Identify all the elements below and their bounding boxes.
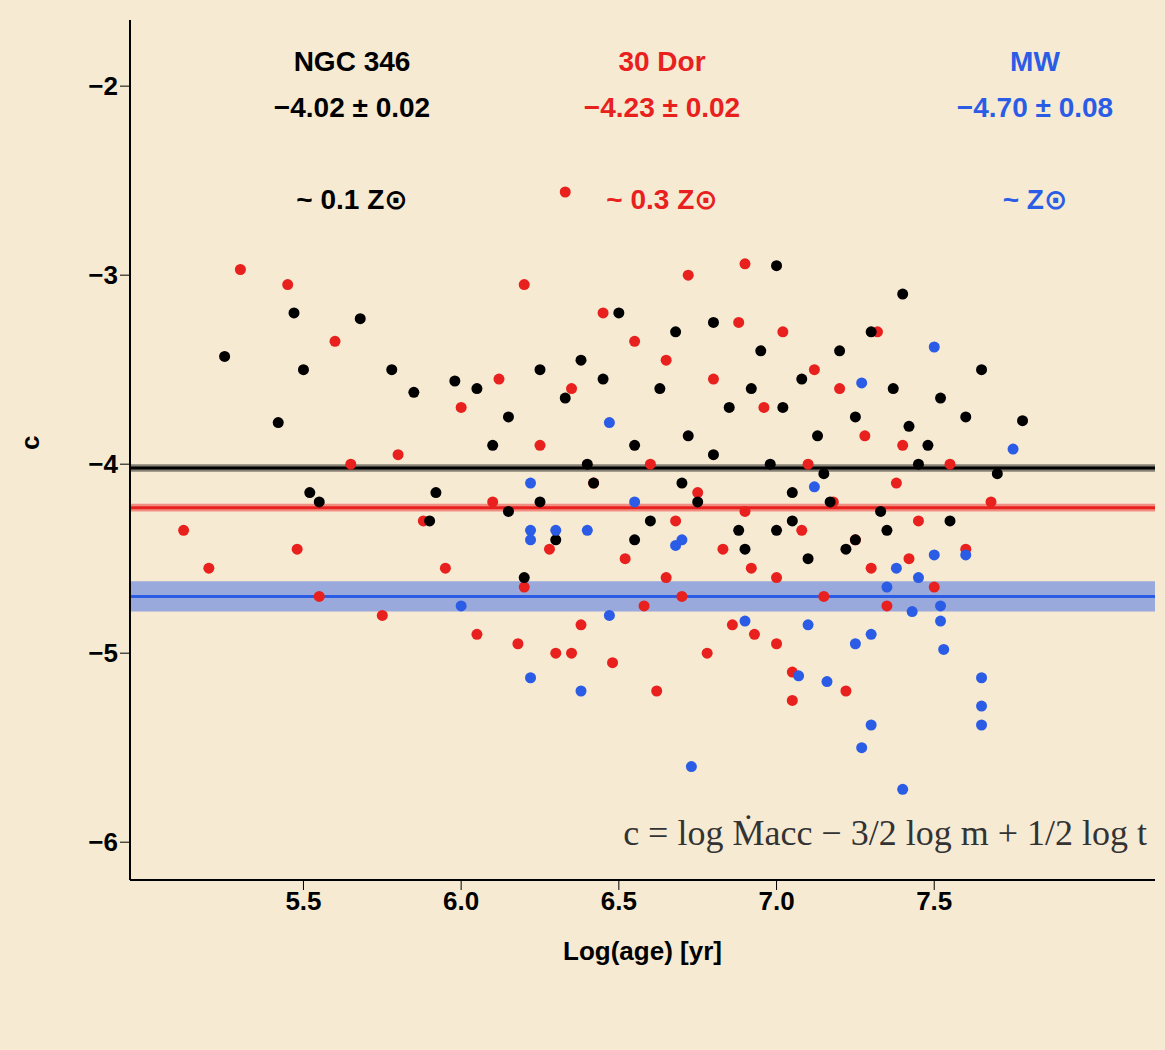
html-text:30 Dor: 30 Dor: [618, 46, 706, 77]
svg-text:6.0: 6.0: [443, 886, 479, 916]
html-text:−4.70 ± 0.08: −4.70 ± 0.08: [956, 92, 1114, 123]
html-text:~ 0.3 Z⊙: ~ 0.3 Z⊙: [606, 184, 718, 215]
svg-text:c: c: [15, 436, 45, 450]
svg-text:Log(age) [yr]: Log(age) [yr]: [563, 936, 722, 966]
svg-text:−3: −3: [88, 260, 118, 290]
svg-text:−2: −2: [88, 71, 118, 101]
svg-text:7.0: 7.0: [758, 886, 794, 916]
html-text:~ Z⊙: ~ Z⊙: [1002, 184, 1068, 215]
html-text:NGC 346: NGC 346: [293, 46, 411, 77]
html-text:c = log Ṁacc − 3/2 log m + 1/2: c = log Ṁacc − 3/2 log m + 1/2 log t: [623, 813, 1147, 853]
svg-text:−4: −4: [88, 449, 118, 479]
html-text:−4.02 ± 0.02: −4.02 ± 0.02: [273, 92, 431, 123]
svg-text:−6: −6: [88, 827, 118, 857]
svg-text:7.5: 7.5: [916, 886, 952, 916]
html-text:~ 0.1 Z⊙: ~ 0.1 Z⊙: [296, 184, 408, 215]
html-text:MW: MW: [1010, 46, 1060, 77]
svg-text:−5: −5: [88, 638, 118, 668]
svg-text:6.5: 6.5: [601, 886, 637, 916]
html-text:−4.23 ± 0.02: −4.23 ± 0.02: [583, 92, 741, 123]
svg-text:5.5: 5.5: [285, 886, 321, 916]
